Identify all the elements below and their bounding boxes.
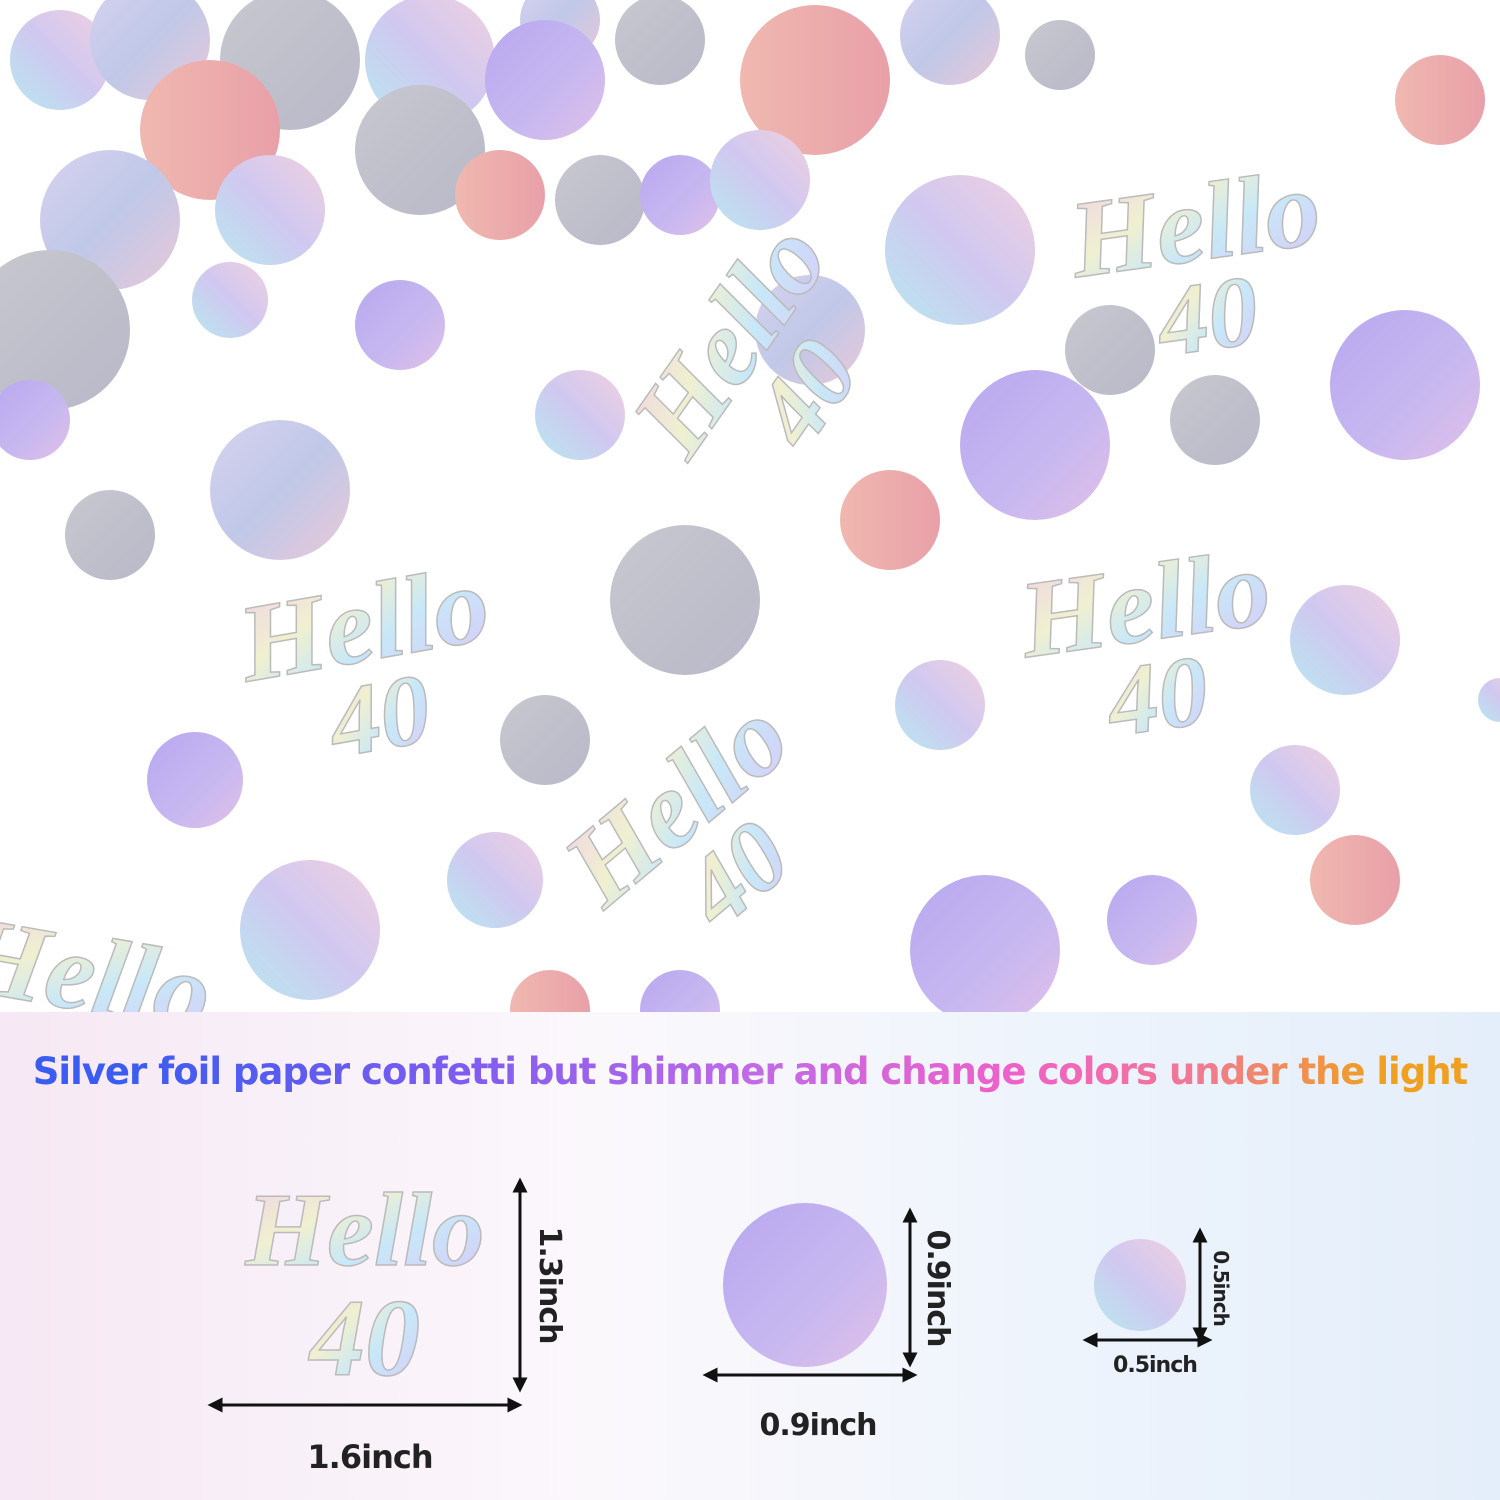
sample-word: Hello xyxy=(244,1171,484,1288)
confetti-word: 40 xyxy=(319,652,439,779)
width-label: 0.5inch xyxy=(1113,1353,1197,1378)
confetti-word: 40 xyxy=(1149,254,1265,378)
size-large-circle: 0.9inch 0.9inch xyxy=(702,1203,955,1443)
width-label: 1.6inch xyxy=(307,1438,432,1476)
size-small-circle: 0.5inch 0.5inch xyxy=(1082,1227,1233,1378)
width-label: 0.9inch xyxy=(760,1408,877,1443)
headline: Silver foil paper confetti but shimmer a… xyxy=(0,1050,1500,1093)
height-label: 0.9inch xyxy=(920,1230,955,1347)
sample-circle xyxy=(723,1203,887,1367)
height-label: 1.3inch xyxy=(532,1227,567,1344)
sample-word: 40 xyxy=(308,1277,420,1399)
size-word: Hello 40 1.3inch 1.6inch xyxy=(207,1170,567,1476)
sample-circle xyxy=(1094,1239,1186,1331)
confetti-word: 40 xyxy=(1099,634,1215,758)
height-label: 0.5inch xyxy=(1209,1250,1233,1326)
